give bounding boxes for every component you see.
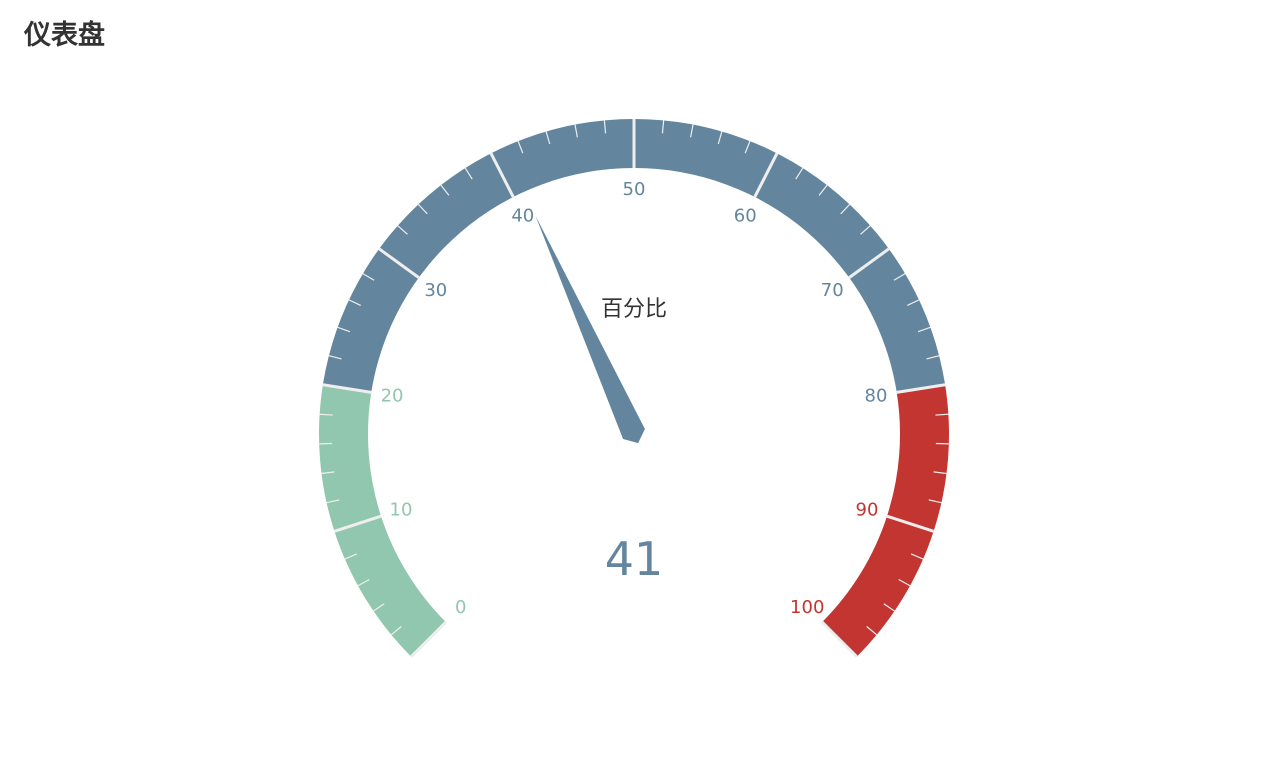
gauge-minor-tick [907, 299, 920, 306]
gauge-tick-label: 30 [424, 280, 447, 301]
gauge-split-line [410, 621, 447, 658]
gauge-tick-label: 50 [623, 179, 646, 200]
gauge-minor-tick [373, 603, 385, 612]
gauge-tick-label: 90 [856, 500, 879, 521]
gauge-needle-layer [535, 215, 645, 444]
gauge-tick-label: 60 [734, 206, 757, 227]
gauge-minor-tick [910, 553, 924, 560]
gauge-minor-tick [898, 578, 911, 587]
gauge-minor-tick [866, 626, 878, 636]
gauge-split-line [489, 152, 515, 198]
gauge-minor-tick [319, 413, 333, 416]
gauge-label-layer: 0 10 20 30 40 50 60 70 80 90 100 [381, 179, 888, 618]
gauge-band-1 [322, 119, 946, 393]
gauge-minor-tick [795, 167, 804, 180]
gauge-minor-tick [818, 184, 828, 196]
gauge-minor-tick [390, 626, 402, 636]
gauge-split-line [896, 383, 946, 394]
gauge-minor-tick [574, 124, 579, 138]
gauge-minor-tick [603, 120, 607, 134]
gauge-split-line [322, 383, 372, 394]
gauge-minor-tick [397, 225, 408, 235]
gauge-tick-label: 20 [381, 386, 404, 407]
gauge-tick-label: 70 [821, 280, 844, 301]
gauge-tick-label: 0 [455, 597, 466, 618]
gauge-split-line [753, 152, 779, 198]
page-title: 仪表盘 [24, 20, 105, 51]
gauge-minor-tick [893, 273, 906, 281]
gauge-split-line [821, 621, 858, 658]
gauge-minor-tick [928, 499, 942, 504]
gauge-minor-tick [935, 413, 949, 416]
gauge-tick-label: 10 [390, 500, 413, 521]
gauge-minor-tick [545, 131, 551, 145]
gauge-minor-tick [689, 124, 694, 138]
gauge-tick-layer [319, 119, 949, 658]
gauge-band-2 [822, 384, 949, 657]
gauge-minor-tick [517, 140, 524, 154]
gauge-minor-tick [464, 167, 473, 180]
gauge-minor-tick [362, 273, 375, 281]
gauge-minor-tick [337, 326, 351, 333]
gauge-value-label: 41 [605, 532, 664, 586]
gauge-needle [535, 215, 645, 444]
gauge-minor-tick [321, 471, 335, 475]
gauge-minor-tick [661, 120, 665, 134]
gauge-band-layer [318, 119, 949, 657]
gauge-minor-tick [840, 203, 851, 215]
gauge-minor-tick [933, 471, 947, 475]
gauge-minor-tick [417, 203, 428, 215]
gauge-split-line [886, 514, 935, 533]
gauge-tick-label: 40 [511, 206, 534, 227]
gauge-minor-tick [328, 355, 342, 360]
gauge-split-line [848, 247, 890, 279]
gauge-minor-tick [883, 603, 895, 612]
gauge-minor-tick [440, 184, 450, 196]
gauge-tick-label: 80 [865, 386, 888, 407]
gauge-band-0 [318, 384, 446, 657]
gauge-minor-tick [326, 499, 340, 504]
gauge-minor-tick [357, 578, 370, 587]
gauge-minor-tick [926, 355, 940, 360]
gauge-tick-label: 100 [790, 597, 824, 618]
gauge-minor-tick [344, 553, 358, 560]
gauge-minor-tick [717, 131, 723, 145]
gauge-minor-tick [348, 299, 361, 306]
gauge-minor-tick [744, 140, 751, 154]
gauge-minor-tick [860, 225, 871, 235]
gauge-split-line [378, 247, 420, 279]
gauge-minor-tick [917, 326, 931, 333]
gauge-series-name: 百分比 [601, 297, 667, 322]
gauge-split-line [333, 514, 382, 533]
